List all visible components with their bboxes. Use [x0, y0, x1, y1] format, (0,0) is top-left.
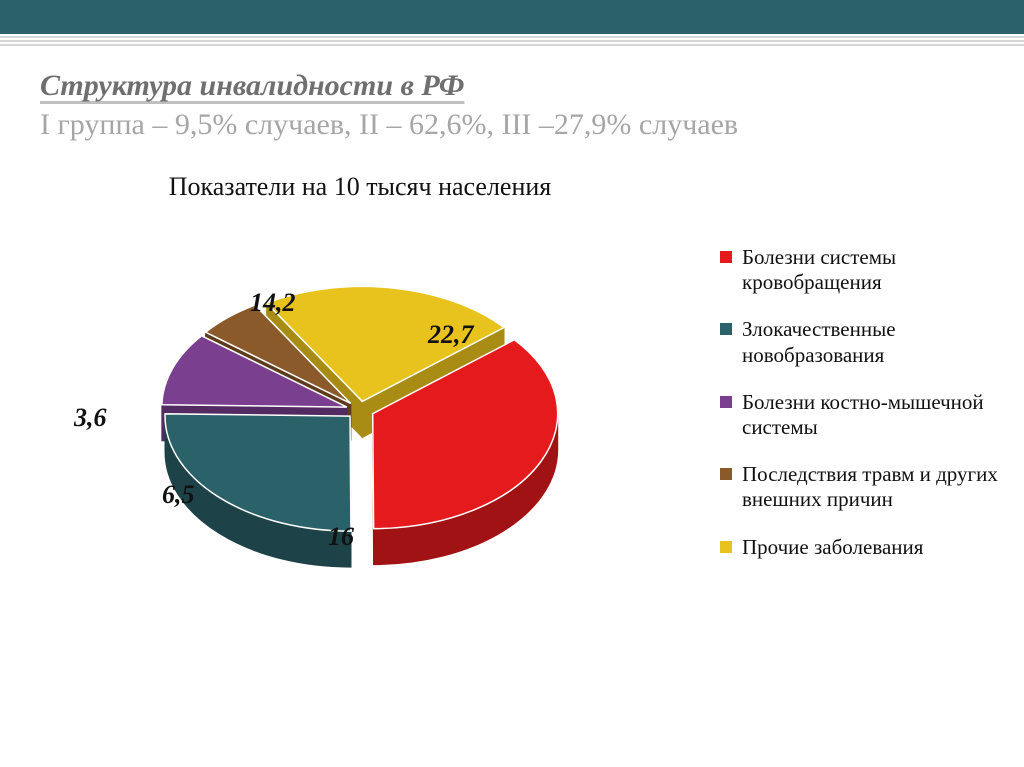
pie-chart: 22,7 16 6,5 3,6 14,2	[60, 210, 660, 640]
legend-item: Болезни костно-мышечной системы	[720, 390, 1000, 440]
legend-item: Последствия травм и других внешних причи…	[720, 462, 1000, 512]
legend-swatch	[720, 468, 732, 480]
legend-swatch	[720, 541, 732, 553]
legend-label: Болезни костно-мышечной системы	[742, 390, 1000, 440]
legend-label: Болезни системы кровобращения	[742, 245, 1000, 295]
legend-label: Последствия травм и других внешних причи…	[742, 462, 1000, 512]
title-block: Структура инвалидности в РФ I группа – 9…	[40, 68, 984, 144]
legend-item: Злокачественные новобразования	[720, 317, 1000, 367]
legend-item: Болезни системы кровобращения	[720, 245, 1000, 295]
pie-data-label: 6,5	[162, 480, 195, 510]
pie-data-label: 3,6	[74, 403, 107, 433]
title-sub: I группа – 9,5% случаев, II – 62,6%, III…	[40, 106, 984, 144]
header-band	[0, 0, 1024, 34]
legend-label: Прочие заболевания	[742, 535, 923, 560]
pie-data-label: 14,2	[250, 288, 296, 318]
chart-title: Показатели на 10 тысяч населения	[0, 172, 720, 202]
legend-item: Прочие заболевания	[720, 535, 1000, 560]
legend-swatch	[720, 396, 732, 408]
legend-swatch	[720, 323, 732, 335]
header-stripes	[0, 34, 1024, 50]
legend-label: Злокачественные новобразования	[742, 317, 1000, 367]
pie-data-label: 16	[328, 522, 354, 552]
pie-data-label: 22,7	[428, 320, 474, 350]
title-main: Структура инвалидности в РФ	[40, 68, 984, 104]
legend: Болезни системы кровобращения Злокачестве…	[720, 245, 1000, 582]
legend-swatch	[720, 251, 732, 263]
